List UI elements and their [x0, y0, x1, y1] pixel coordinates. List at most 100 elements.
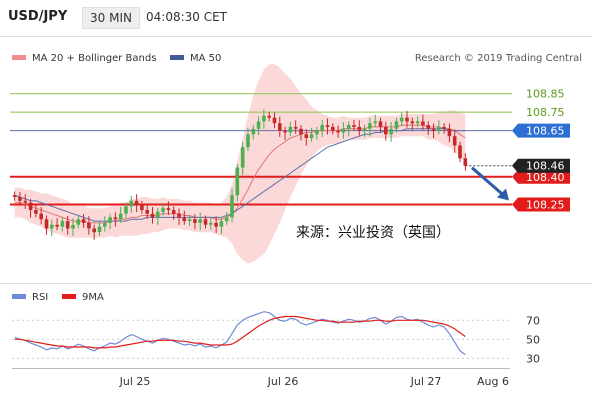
timestamp-label: 04:08:30 CET	[146, 10, 227, 24]
candle-body	[97, 226, 102, 233]
candle-body	[336, 130, 340, 133]
candle-body	[203, 219, 208, 225]
candle-body	[65, 221, 70, 229]
rsi-tick-label-0: 70	[526, 314, 540, 327]
candle-body	[177, 213, 181, 218]
support-tag-4-label: 108.25	[526, 198, 565, 211]
candle-body	[209, 222, 213, 225]
candle-body	[81, 219, 86, 223]
legend-rsi-swatch	[12, 294, 26, 299]
candle-body	[304, 134, 309, 138]
candle-body	[129, 200, 134, 207]
candle-body	[198, 219, 202, 223]
candle-body	[18, 197, 22, 201]
candle-body	[378, 121, 383, 127]
rsi-tick-label-1: 50	[526, 333, 540, 346]
candle-body	[331, 126, 335, 131]
candle-body	[362, 128, 367, 131]
candle-body	[166, 208, 171, 210]
legend-ma20-label: MA 20 + Bollinger Bands	[32, 53, 156, 64]
candle-body	[463, 158, 468, 166]
x-axis: Jul 25 Jul 26 Jul 27 Aug 6	[12, 368, 510, 388]
candle-body	[341, 128, 346, 133]
candle-body	[60, 221, 65, 227]
candle-body	[44, 219, 49, 229]
support-tag-3-bg	[512, 169, 570, 184]
candle-body	[426, 125, 430, 129]
candle-body	[373, 121, 377, 124]
candle-body	[76, 219, 81, 225]
legend-ma50-swatch	[170, 55, 184, 60]
price-tags: 108.85 108.75 108.65 108.40 108.25 108.46	[471, 88, 570, 212]
candles	[12, 109, 468, 240]
candle-body	[103, 222, 107, 227]
candle-body	[140, 204, 144, 210]
candle-body	[235, 167, 240, 196]
candle-body	[394, 121, 399, 129]
candle-body	[28, 202, 33, 210]
candle-body	[50, 224, 54, 229]
candle-body	[315, 130, 319, 135]
candle-body	[118, 213, 123, 220]
candle-body	[150, 213, 155, 218]
copyright-text: Research © 2019 Trading Central	[415, 53, 582, 64]
candle-body	[389, 128, 393, 135]
candle-body	[156, 211, 160, 218]
legend-ma20-swatch	[12, 55, 26, 60]
current-price-tag-bg	[512, 158, 570, 173]
legend-rsi-label: RSI	[32, 292, 48, 303]
candle-body	[219, 221, 224, 227]
candle-body	[368, 123, 372, 129]
candle-body	[187, 219, 192, 221]
x-tick-label-2: Jul 27	[410, 375, 442, 388]
candle-body	[447, 128, 452, 137]
source-annotation: 来源：兴业投资（英国）	[296, 224, 450, 241]
candle-body	[384, 126, 388, 135]
price-level-label-1: 108.75	[526, 106, 565, 119]
rsi-series-1	[14, 315, 466, 349]
candle-body	[357, 126, 362, 131]
candle-body	[161, 208, 165, 212]
candle-body	[39, 213, 43, 220]
candle-body	[299, 128, 303, 135]
candle-body	[230, 195, 234, 218]
candle-body	[399, 117, 404, 122]
candle-body	[134, 200, 139, 205]
candle-body	[214, 222, 218, 227]
candle-body	[458, 145, 462, 159]
candle-body	[108, 217, 112, 223]
candle-body	[55, 224, 59, 227]
rsi-panel: 70 50 30	[12, 311, 540, 365]
forecast-arrow-head	[497, 188, 509, 201]
candle-body	[124, 206, 128, 214]
candle-body	[431, 128, 436, 131]
candle-body	[309, 134, 314, 138]
candle-body	[12, 195, 17, 197]
candle-body	[262, 115, 266, 122]
candle-body	[352, 125, 356, 127]
legend-9ma-swatch	[62, 294, 76, 299]
x-tick-label-1: Jul 26	[267, 375, 299, 388]
forecast-arrow-shaft	[471, 166, 506, 198]
candle-body	[346, 125, 351, 129]
candle-body	[442, 126, 446, 129]
timeframe-badge[interactable]: 30 MIN	[82, 7, 140, 29]
candle-body	[171, 210, 176, 214]
candle-body	[267, 115, 271, 118]
candle-body	[251, 128, 256, 135]
rsi-tick-label-2: 30	[526, 352, 540, 365]
candle-body	[246, 134, 250, 148]
current-price-tag-label: 108.46	[526, 160, 565, 173]
x-tick-label-3: Aug 6	[477, 375, 509, 388]
candle-body	[23, 200, 28, 203]
candle-body	[415, 121, 420, 124]
candle-body	[193, 219, 197, 223]
candle-body	[283, 130, 287, 133]
candle-body	[240, 147, 245, 168]
candle-body	[224, 217, 229, 222]
candle-body	[421, 121, 425, 126]
chart-header: USD/JPY 30 MIN 04:08:30 CET	[0, 0, 592, 36]
candle-body	[293, 126, 298, 129]
